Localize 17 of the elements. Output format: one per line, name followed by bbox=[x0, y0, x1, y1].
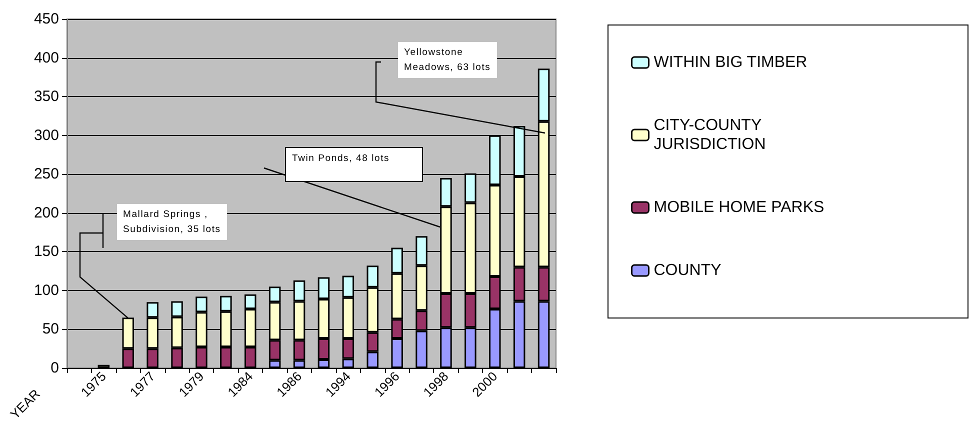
legend-label: COUNTY bbox=[654, 262, 722, 279]
legend-label: MOBILE HOME PARKS bbox=[654, 199, 824, 216]
y-tick-label: 450 bbox=[34, 10, 59, 28]
callout-box: Mallard Springs , Subdivision, 35 lots bbox=[117, 204, 227, 240]
y-tick-label: 250 bbox=[34, 166, 59, 183]
callout-box: Twin Ponds, 48 lots bbox=[285, 147, 423, 182]
y-tick-label: 400 bbox=[34, 49, 59, 66]
y-tick-label: 0 bbox=[50, 360, 59, 376]
y-tick-label: 150 bbox=[34, 243, 59, 260]
legend-label: WITHIN BIG TIMBER bbox=[654, 54, 808, 71]
y-tick-label: 200 bbox=[34, 204, 59, 222]
y-tick-label: 100 bbox=[34, 282, 59, 299]
y-tick-label: 50 bbox=[42, 320, 59, 338]
y-tick-label: 300 bbox=[34, 126, 59, 144]
callout-box: Yellowstone Meadows, 63 lots bbox=[398, 42, 497, 78]
y-tick-label: 350 bbox=[34, 88, 59, 106]
legend-label: CITY-COUNTY JURISDICTION bbox=[654, 117, 766, 153]
